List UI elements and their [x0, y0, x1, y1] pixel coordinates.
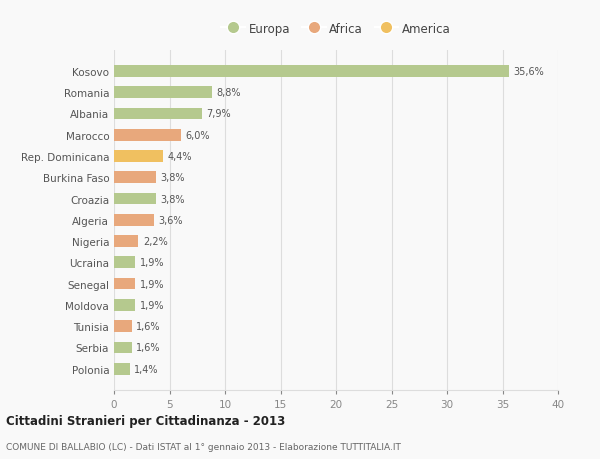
Text: 1,4%: 1,4% — [134, 364, 158, 374]
Text: 1,9%: 1,9% — [140, 279, 164, 289]
Text: Cittadini Stranieri per Cittadinanza - 2013: Cittadini Stranieri per Cittadinanza - 2… — [6, 414, 285, 428]
Text: 1,6%: 1,6% — [136, 321, 161, 331]
Text: 1,6%: 1,6% — [136, 343, 161, 353]
Bar — [114, 363, 130, 375]
Text: 35,6%: 35,6% — [514, 67, 544, 77]
Bar — [114, 320, 132, 332]
Bar — [114, 66, 509, 78]
Text: 4,4%: 4,4% — [167, 151, 192, 162]
Text: COMUNE DI BALLABIO (LC) - Dati ISTAT al 1° gennaio 2013 - Elaborazione TUTTITALI: COMUNE DI BALLABIO (LC) - Dati ISTAT al … — [6, 442, 401, 451]
Bar — [114, 278, 135, 290]
Text: 3,8%: 3,8% — [161, 173, 185, 183]
Text: 3,6%: 3,6% — [158, 215, 183, 225]
Bar — [114, 108, 202, 120]
Text: 2,2%: 2,2% — [143, 236, 167, 246]
Bar — [114, 342, 132, 353]
Bar — [114, 172, 156, 184]
Text: 1,9%: 1,9% — [140, 300, 164, 310]
Bar — [114, 193, 156, 205]
Bar — [114, 151, 163, 162]
Text: 1,9%: 1,9% — [140, 258, 164, 268]
Legend: Europa, Africa, America: Europa, Africa, America — [218, 19, 454, 39]
Text: 7,9%: 7,9% — [206, 109, 231, 119]
Bar — [114, 214, 154, 226]
Bar — [114, 299, 135, 311]
Bar — [114, 129, 181, 141]
Bar — [114, 87, 212, 99]
Bar — [114, 236, 139, 247]
Text: 6,0%: 6,0% — [185, 130, 209, 140]
Text: 3,8%: 3,8% — [161, 194, 185, 204]
Bar — [114, 257, 135, 269]
Text: 8,8%: 8,8% — [216, 88, 241, 98]
